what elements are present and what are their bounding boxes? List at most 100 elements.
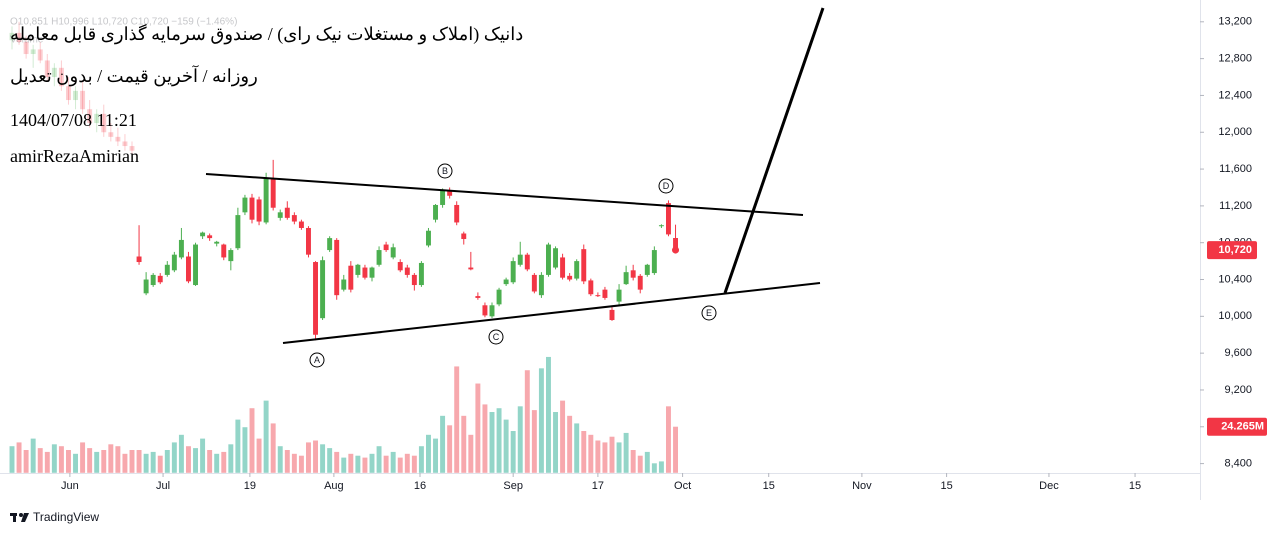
- wave-label: D: [663, 181, 670, 191]
- volume-bar: [468, 434, 474, 473]
- volume-bar: [426, 434, 431, 473]
- y-tick-label: 9,200: [1224, 384, 1252, 396]
- volume-bar: [94, 451, 100, 473]
- candle-body: [362, 267, 368, 278]
- volume-bar: [489, 412, 495, 473]
- volume-bar: [270, 423, 276, 473]
- volume-bar: [595, 440, 601, 473]
- candle-body: [390, 247, 396, 258]
- trendline: [205, 173, 804, 216]
- volume-bar: [122, 453, 128, 473]
- volume-bar: [171, 442, 177, 473]
- volume-bar: [327, 448, 333, 473]
- volume-bar: [320, 444, 326, 473]
- candle-body: [228, 250, 234, 262]
- candle-body: [567, 275, 573, 280]
- candle-body: [16, 32, 22, 43]
- wave-label: A: [314, 355, 320, 365]
- volume-bar: [341, 457, 347, 473]
- volume-bar: [461, 415, 467, 473]
- volume-bar: [80, 442, 86, 473]
- wave-marker: [488, 329, 504, 345]
- volume-bar: [9, 446, 15, 473]
- x-tick-label: Sep: [503, 480, 523, 492]
- candle-body: [475, 296, 481, 298]
- y-tick-label: 12,000: [1218, 126, 1252, 138]
- volume-bar: [44, 451, 50, 473]
- candle-body: [454, 204, 460, 223]
- volume-bar: [581, 431, 587, 473]
- candle-body: [602, 289, 608, 298]
- volume-bar: [207, 450, 213, 473]
- candle-body: [44, 60, 50, 78]
- candle-body: [122, 141, 128, 147]
- volume-bar: [560, 400, 566, 473]
- candle-body: [369, 267, 375, 278]
- last-price-box: [1207, 241, 1257, 260]
- candle-body: [503, 279, 509, 285]
- candle-body: [482, 305, 488, 316]
- wave-marker: [658, 178, 674, 194]
- candle-body: [630, 270, 636, 278]
- candle-body: [193, 244, 198, 286]
- volume-bar: [136, 450, 142, 473]
- candle-body: [207, 235, 213, 239]
- candle-body: [666, 203, 671, 235]
- volume-bar: [440, 415, 446, 473]
- candle-body: [291, 215, 297, 222]
- candle-body: [355, 264, 361, 275]
- candle-body: [524, 254, 530, 270]
- volume-bar: [609, 436, 615, 473]
- wave-marker: [437, 163, 453, 179]
- candle-body: [242, 197, 248, 213]
- candle-body: [101, 113, 107, 133]
- candle-body: [426, 230, 431, 246]
- volume-bar: [390, 451, 396, 473]
- candle-body: [249, 197, 255, 220]
- volume-bar: [553, 412, 558, 473]
- candle-body: [263, 178, 269, 223]
- x-tick-label: Nov: [852, 480, 872, 492]
- candle-body: [327, 238, 333, 251]
- volume-bar: [51, 444, 57, 473]
- volume-bar: [637, 455, 643, 473]
- candle-body: [94, 113, 100, 124]
- candle-body: [348, 265, 354, 290]
- volume-bar: [150, 451, 156, 473]
- volume-bar: [602, 442, 608, 473]
- candle-body: [609, 309, 615, 321]
- candle-body: [30, 49, 36, 55]
- candle-body: [496, 289, 502, 305]
- candle-body: [136, 256, 142, 263]
- candle-body: [581, 249, 587, 282]
- volume-bar: [454, 366, 460, 473]
- x-tick-label: 19: [244, 480, 256, 492]
- candle-body: [235, 215, 241, 249]
- volume-bar: [200, 438, 206, 473]
- candle-body: [418, 262, 424, 286]
- y-tick-label: 10,400: [1218, 273, 1252, 285]
- volume-bar: [249, 408, 255, 473]
- timestamp: 1404/07/08 11:21: [10, 110, 137, 130]
- volume-bar: [66, 450, 71, 473]
- volume-bar: [277, 446, 283, 473]
- candle-body: [489, 305, 495, 317]
- candle-body: [313, 262, 318, 335]
- wave-label: C: [493, 332, 500, 342]
- candle-body: [560, 257, 566, 278]
- logo-part: [19, 513, 23, 517]
- volume-bar: [284, 450, 290, 473]
- volume-bar: [214, 453, 220, 473]
- volume-bar: [193, 448, 198, 473]
- volume-bar: [376, 446, 382, 473]
- volume-bar: [383, 455, 389, 473]
- candle-body: [334, 239, 340, 296]
- volume-bar: [503, 419, 509, 473]
- volume-bar: [23, 450, 29, 473]
- volume-bar: [58, 446, 64, 473]
- candle-body: [80, 90, 86, 110]
- x-tick-label: 16: [414, 480, 426, 492]
- volume-bar: [482, 404, 488, 473]
- volume-bar: [517, 406, 523, 473]
